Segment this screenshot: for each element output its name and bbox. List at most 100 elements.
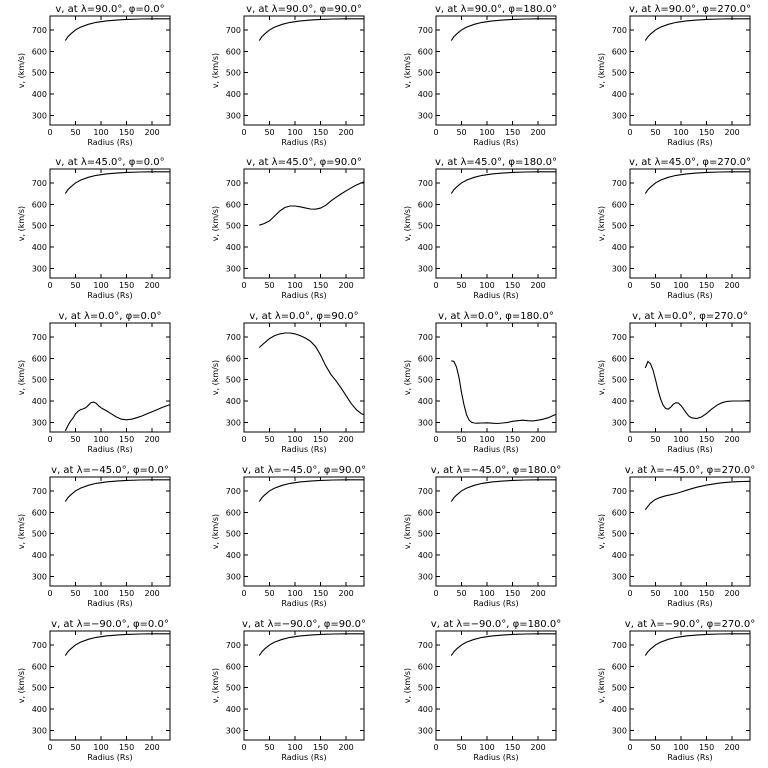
x-tick-label: 0 xyxy=(241,435,246,444)
y-tick-label: 300 xyxy=(418,572,433,581)
x-tick-label: 100 xyxy=(93,128,108,137)
series-line xyxy=(64,18,170,41)
y-tick-label: 700 xyxy=(32,26,47,35)
y-tick-label: 300 xyxy=(32,726,47,735)
y-axis-label: v, (km/s) xyxy=(17,206,26,241)
y-axis-label: v, (km/s) xyxy=(17,360,26,395)
x-axis-label: Radius (Rs) xyxy=(667,445,712,454)
y-tick-label: 700 xyxy=(226,487,241,496)
x-tick-label: 50 xyxy=(456,435,466,444)
subplot-title: v, at λ=−90.0°, φ=90.0° xyxy=(242,619,366,630)
x-tick-label: 100 xyxy=(287,589,302,598)
y-tick-label: 500 xyxy=(612,376,627,385)
y-tick-label: 400 xyxy=(32,397,47,406)
x-tick-label: 50 xyxy=(264,435,274,444)
x-tick-label: 0 xyxy=(241,281,246,290)
plot-frame xyxy=(243,322,365,433)
x-tick-label: 100 xyxy=(673,589,688,598)
x-tick-label: 50 xyxy=(264,743,274,752)
x-tick-label: 50 xyxy=(650,743,660,752)
x-tick-label: 0 xyxy=(47,743,52,752)
series-line xyxy=(450,633,556,656)
y-tick-label: 500 xyxy=(32,530,47,539)
x-tick-label: 150 xyxy=(505,589,520,598)
x-tick-label: 50 xyxy=(70,128,80,137)
y-tick-label: 400 xyxy=(226,397,241,406)
x-tick-label: 0 xyxy=(627,589,632,598)
y-tick-label: 300 xyxy=(612,418,627,427)
plot-frame xyxy=(243,630,365,741)
y-tick-label: 700 xyxy=(418,26,433,35)
y-tick-label: 500 xyxy=(418,222,433,231)
plot-frame xyxy=(629,15,751,126)
y-tick-label: 500 xyxy=(418,376,433,385)
subplot-17: v, at λ=−90.0°, φ=0.0° 0 50 100 150 200 300 400… xyxy=(17,619,171,762)
y-tick-label: 400 xyxy=(418,705,433,714)
x-tick-label: 200 xyxy=(144,281,159,290)
y-tick-label: 500 xyxy=(418,69,433,78)
y-tick-label: 300 xyxy=(418,111,433,120)
y-axis-label: v, (km/s) xyxy=(403,206,412,241)
subplot-6: v, at λ=45.0°, φ=90.0° 0 50 100 150 200 300 400… xyxy=(211,157,365,300)
plot-frame xyxy=(629,168,751,279)
subplot-title: v, at λ=−45.0°, φ=270.0° xyxy=(625,465,755,476)
x-tick-label: 0 xyxy=(241,743,246,752)
x-tick-label: 150 xyxy=(505,743,520,752)
subplot-title: v, at λ=45.0°, φ=90.0° xyxy=(246,157,362,168)
x-tick-label: 150 xyxy=(119,281,134,290)
subplot-18: v, at λ=−90.0°, φ=90.0° 0 50 100 150 200 300 40… xyxy=(211,619,366,762)
x-tick-label: 200 xyxy=(724,743,739,752)
x-tick-label: 0 xyxy=(627,435,632,444)
y-tick-label: 700 xyxy=(612,179,627,188)
x-tick-label: 150 xyxy=(313,743,328,752)
x-tick-label: 150 xyxy=(505,281,520,290)
y-tick-label: 300 xyxy=(612,572,627,581)
x-tick-label: 150 xyxy=(699,128,714,137)
x-tick-label: 50 xyxy=(456,743,466,752)
y-tick-label: 600 xyxy=(418,200,433,209)
y-axis-label: v, (km/s) xyxy=(403,668,412,703)
y-tick-label: 400 xyxy=(32,551,47,560)
series-line xyxy=(644,18,750,41)
plot-frame xyxy=(243,15,365,126)
y-tick-label: 600 xyxy=(32,47,47,56)
subplot-title: v, at λ=0.0°, φ=180.0° xyxy=(438,311,554,322)
x-axis-label: Radius (Rs) xyxy=(87,753,132,762)
plot-frame xyxy=(49,476,171,587)
y-tick-label: 700 xyxy=(32,641,47,650)
x-tick-label: 200 xyxy=(144,743,159,752)
plot-frame xyxy=(49,322,171,433)
series-line xyxy=(258,332,365,416)
x-tick-label: 0 xyxy=(241,128,246,137)
x-axis-label: Radius (Rs) xyxy=(87,599,132,608)
plot-frame xyxy=(243,476,365,587)
y-tick-label: 400 xyxy=(418,397,433,406)
subplot-title: v, at λ=−90.0°, φ=0.0° xyxy=(51,619,169,630)
y-axis-label: v, (km/s) xyxy=(17,53,26,88)
y-tick-label: 300 xyxy=(32,264,47,273)
y-tick-label: 600 xyxy=(32,354,47,363)
subplot-4: v, at λ=90.0°, φ=270.0° 0 50 100 150 200 300 40… xyxy=(597,4,751,147)
y-tick-label: 600 xyxy=(612,200,627,209)
series-line xyxy=(644,360,751,420)
x-tick-label: 50 xyxy=(70,281,80,290)
plot-frame xyxy=(435,15,557,126)
series-line xyxy=(258,479,364,502)
y-tick-label: 700 xyxy=(612,333,627,342)
x-axis-label: Radius (Rs) xyxy=(473,291,518,300)
plot-frame xyxy=(243,168,365,279)
y-tick-label: 400 xyxy=(32,90,47,99)
x-tick-label: 100 xyxy=(673,128,688,137)
series-line xyxy=(64,401,171,432)
plot-frame xyxy=(629,476,751,587)
series-line xyxy=(450,18,556,41)
x-tick-label: 100 xyxy=(673,743,688,752)
y-tick-label: 700 xyxy=(226,333,241,342)
y-tick-label: 600 xyxy=(418,47,433,56)
y-tick-label: 300 xyxy=(612,726,627,735)
y-tick-label: 500 xyxy=(226,530,241,539)
y-tick-label: 600 xyxy=(226,662,241,671)
plot-frame xyxy=(435,168,557,279)
y-tick-label: 300 xyxy=(418,418,433,427)
